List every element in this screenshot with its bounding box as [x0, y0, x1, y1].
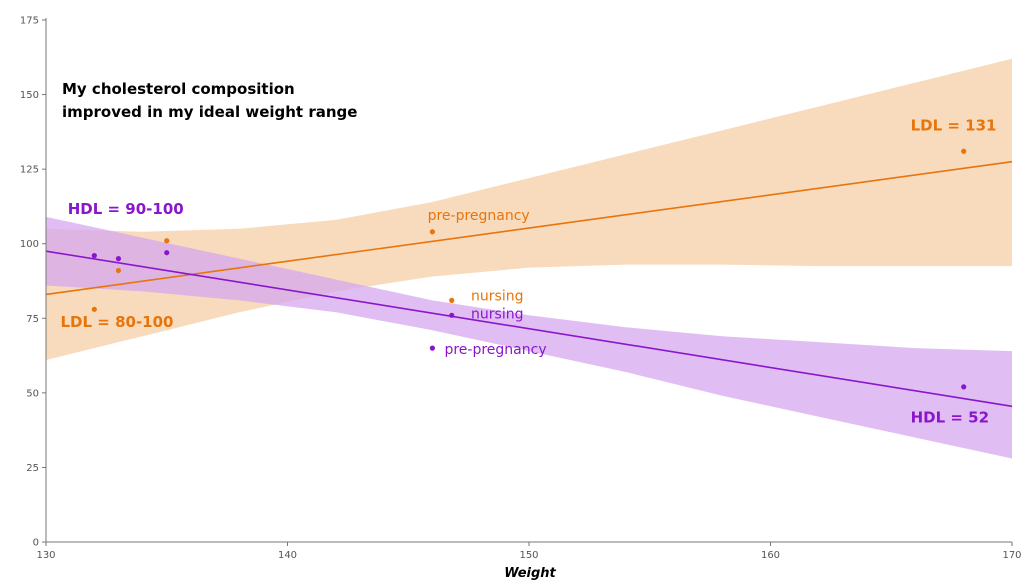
hdl-annotation-label: pre-pregnancy [444, 342, 546, 358]
ldl-data-point [91, 306, 97, 312]
chart-title-line-1: My cholesterol composition [62, 80, 295, 98]
ldl-annotation-label: LDL = 80-100 [60, 313, 173, 331]
hdl-trend-line [45, 250, 1013, 408]
hdl-data-point [961, 384, 967, 390]
confidence-bands [46, 58, 1012, 459]
hdl-data-point [449, 312, 455, 318]
ldl-trend-line [45, 160, 1013, 296]
hdl-data-point [91, 253, 97, 259]
hdl-data-point [164, 250, 170, 256]
ldl-annotation-label: pre-pregnancy [428, 208, 530, 224]
y-tick-label: 150 [20, 90, 39, 101]
y-tick-label: 125 [20, 165, 39, 176]
x-tick-label: 150 [519, 550, 538, 561]
ldl-data-point [961, 148, 967, 154]
data-points [91, 148, 967, 390]
x-tick-label: 160 [761, 550, 780, 561]
annotations: LDL = 131 LDL = 80-100 pre-pregnancy nursin… [60, 116, 996, 426]
chart-title-line-2: improved in my ideal weight range [62, 103, 357, 121]
y-tick-label: 75 [26, 314, 39, 325]
y-tick-label: 100 [20, 239, 39, 250]
axes: 0 25 50 75 100 125 150 175 130 140 150 160 170 [20, 16, 1022, 562]
hdl-data-point [115, 256, 122, 262]
hdl-annotation-label: HDL = 90-100 [68, 200, 184, 218]
ldl-data-point [429, 229, 435, 235]
x-axis-label: Weight [504, 566, 556, 581]
x-tick-label: 130 [36, 550, 55, 561]
trend-lines [45, 160, 1013, 408]
y-tick-label: 0 [33, 538, 39, 549]
y-tick-label: 50 [26, 388, 39, 399]
ldl-data-point [449, 297, 455, 303]
hdl-annotation-label: HDL = 52 [911, 409, 989, 427]
hdl-confidence-band [46, 216, 1012, 459]
hdl-data-point [429, 345, 435, 351]
y-tick-label: 175 [20, 16, 39, 27]
ldl-data-point [164, 238, 170, 244]
ldl-data-point [115, 267, 122, 274]
hdl-annotation-label: nursing [471, 306, 523, 322]
ldl-annotation-label: nursing [471, 288, 523, 304]
ldl-annotation-label: LDL = 131 [911, 116, 997, 134]
y-tick-label: 25 [26, 463, 39, 474]
x-tick-label: 140 [278, 550, 297, 561]
x-tick-label: 170 [1002, 550, 1021, 561]
